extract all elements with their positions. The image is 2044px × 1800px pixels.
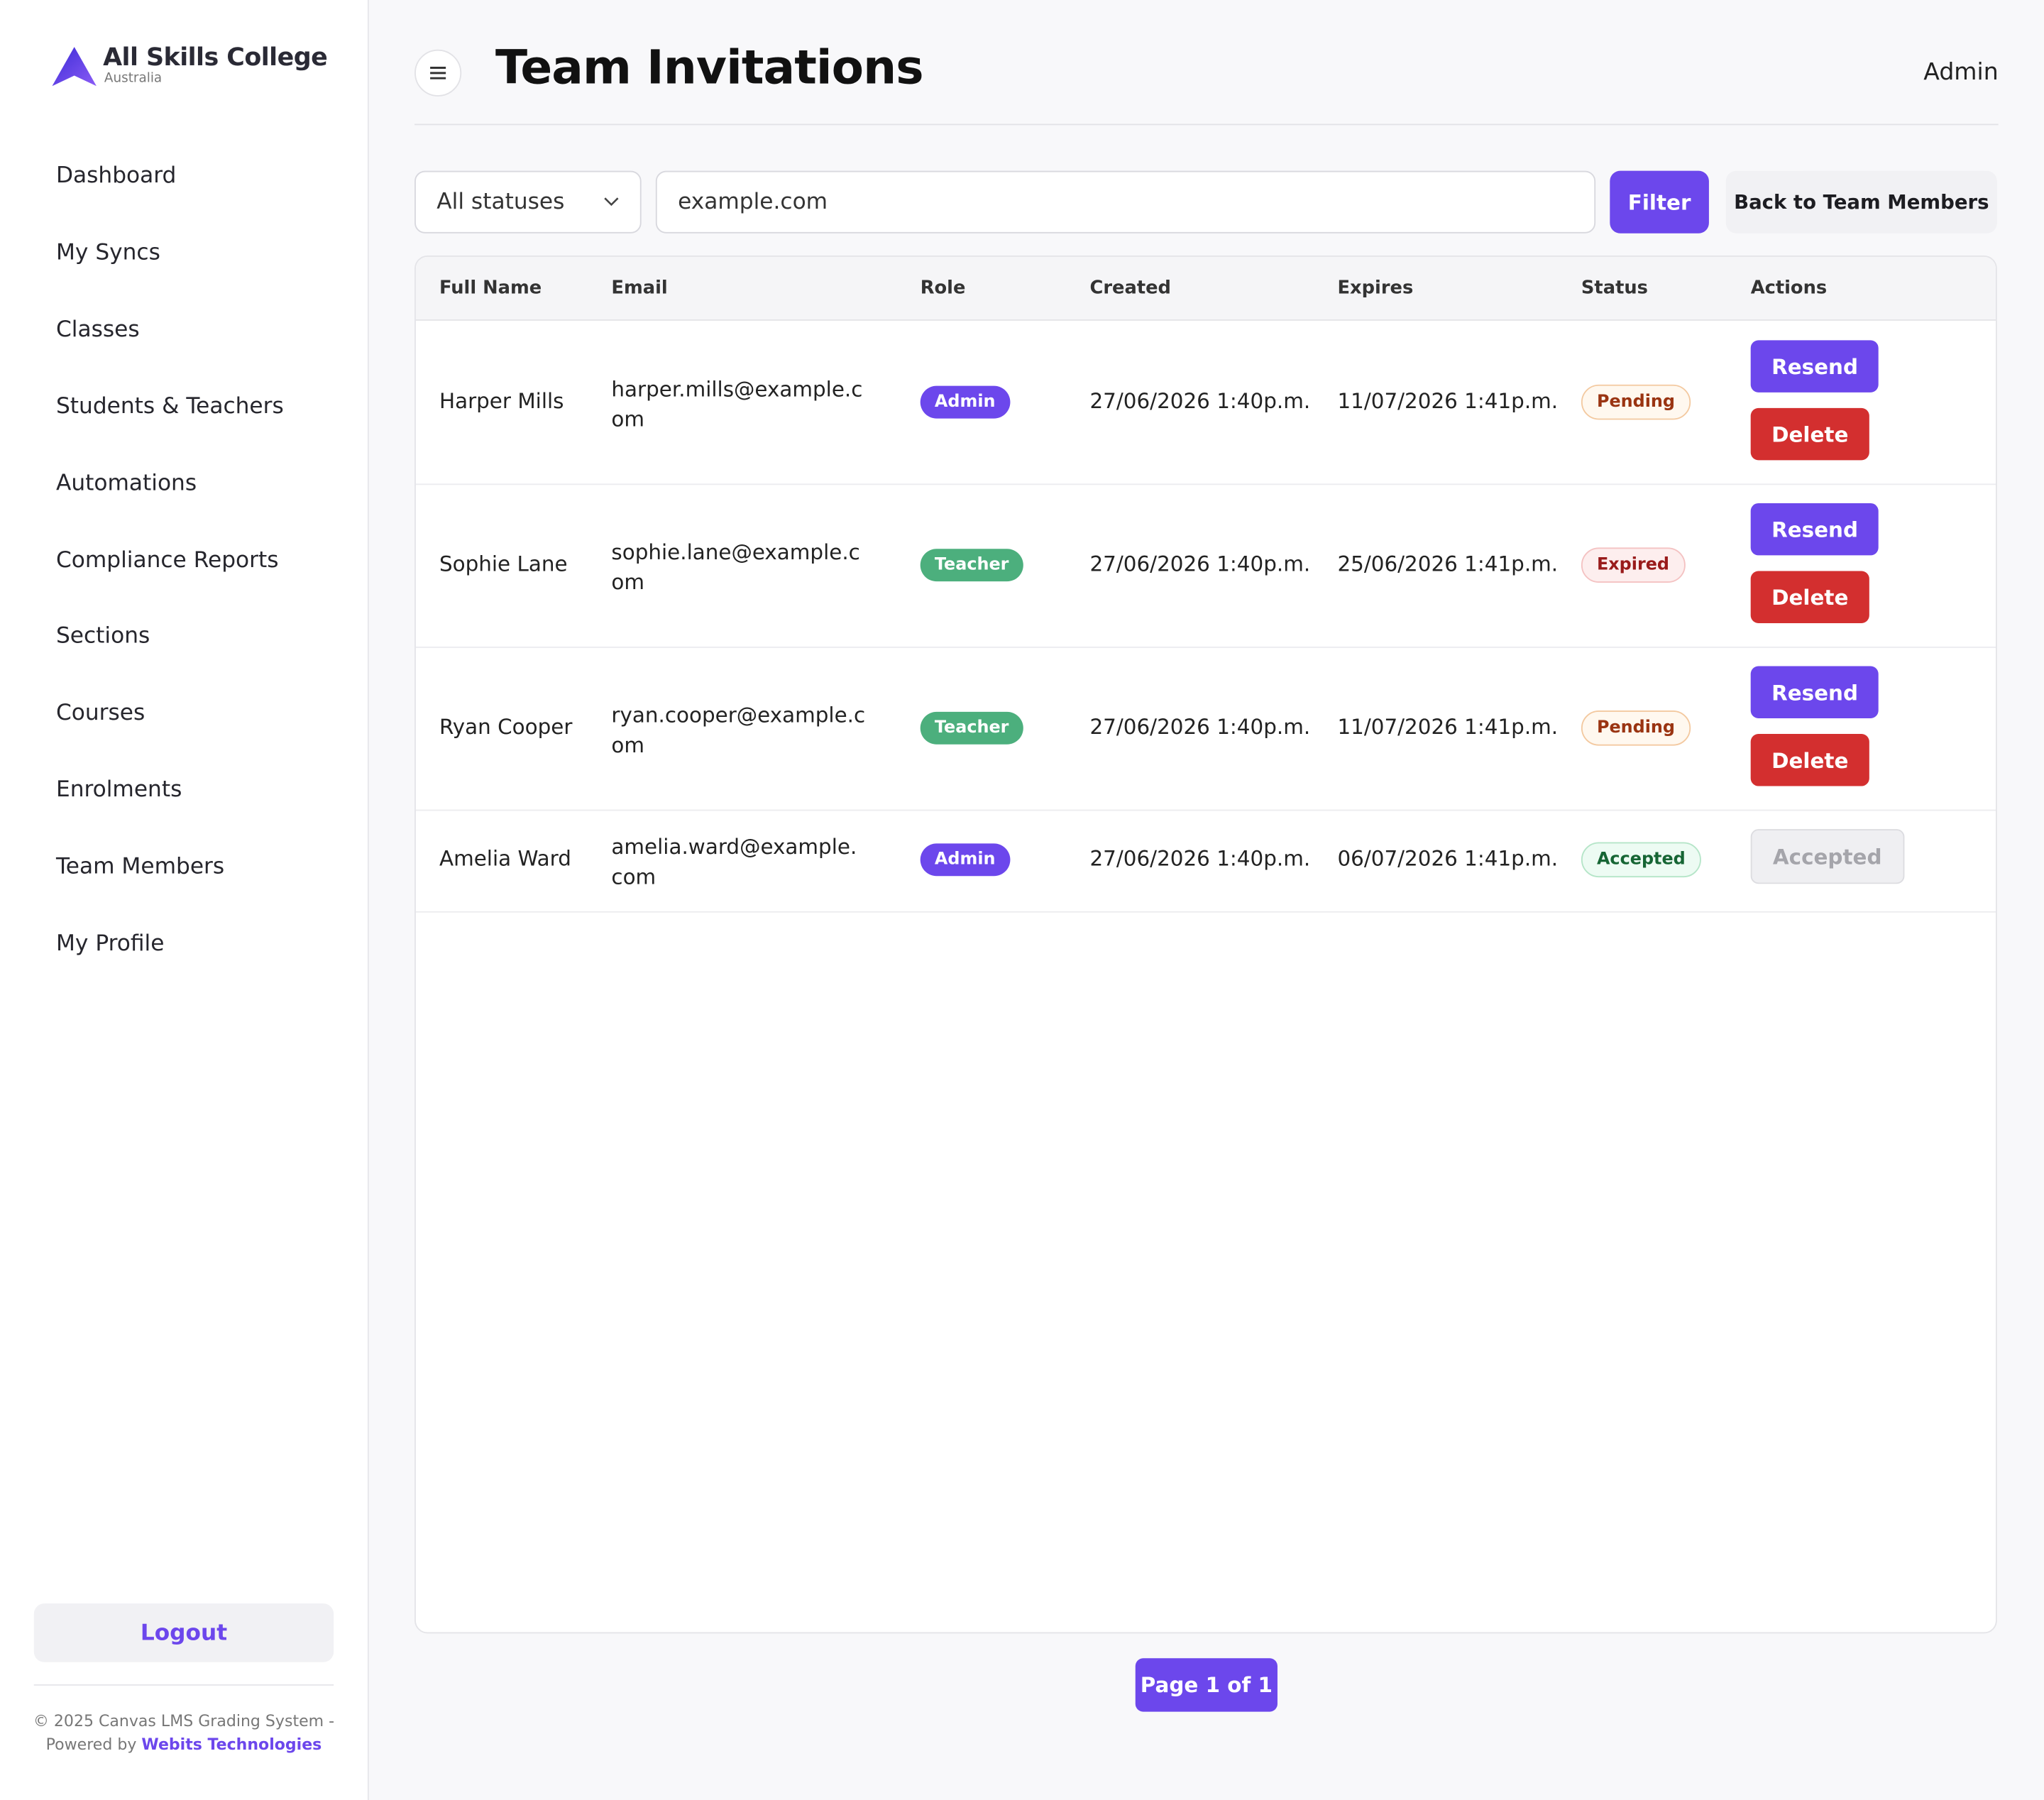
- column-header: Role: [920, 278, 966, 299]
- page-title: Team Invitations: [495, 41, 924, 96]
- nav-item[interactable]: Automations: [55, 470, 197, 497]
- nav-item[interactable]: Compliance Reports: [55, 547, 279, 574]
- nav-item[interactable]: My Syncs: [55, 239, 160, 266]
- logo: [52, 47, 97, 87]
- email: ryan.cooper@example.com: [611, 702, 866, 757]
- created: 27/06/2026 1:40p.m.: [1089, 388, 1311, 413]
- email: amelia.ward@example.com: [611, 834, 857, 889]
- full-name: Amelia Ward: [439, 846, 571, 871]
- role-badge: Teacher: [920, 710, 1023, 744]
- column-header: Status: [1581, 278, 1648, 299]
- table-row: Harper Mills harper.mills@example.com Admi…: [415, 321, 1996, 485]
- nav-item[interactable]: Classes: [55, 316, 140, 343]
- resend-button[interactable]: Resend: [1750, 503, 1879, 556]
- role-badge: Teacher: [920, 548, 1023, 581]
- email: sophie.lane@example.com: [611, 539, 860, 594]
- filter-button[interactable]: Filter: [1610, 170, 1709, 234]
- nav-item[interactable]: Students & Teachers: [55, 393, 284, 419]
- logout-button[interactable]: Logout: [33, 1603, 334, 1662]
- table-row: Amelia Ward amelia.ward@example.com Admin 2…: [415, 810, 1996, 913]
- menu-icon: [430, 67, 446, 79]
- delete-button[interactable]: Delete: [1750, 571, 1869, 623]
- delete-button[interactable]: Delete: [1750, 407, 1869, 461]
- table-header: Full Name Email Role Created Expires Status Ac…: [415, 256, 1996, 321]
- created: 27/06/2026 1:40p.m.: [1089, 551, 1311, 576]
- expires: 11/07/2026 1:41p.m.: [1337, 713, 1559, 739]
- email: harper.mills@example.com: [611, 375, 863, 432]
- status-badge: Pending: [1581, 383, 1691, 419]
- nav-item[interactable]: My Profile: [55, 931, 165, 957]
- input-value: example.com: [678, 189, 828, 216]
- full-name: Sophie Lane: [439, 551, 568, 576]
- select-value: All statuses: [436, 189, 565, 216]
- nav-item[interactable]: Sections: [55, 623, 150, 650]
- footer-link[interactable]: Webits Technologies: [141, 1735, 322, 1754]
- full-name: Harper Mills: [439, 388, 564, 413]
- resend-button[interactable]: Resend: [1750, 666, 1879, 719]
- nav-item[interactable]: Team Members: [55, 854, 225, 880]
- brand-sub: Australia: [104, 72, 163, 87]
- status-button: Accepted: [1750, 829, 1904, 884]
- nav-item[interactable]: Dashboard: [55, 163, 177, 190]
- pagination[interactable]: Page 1 of 1: [1135, 1658, 1278, 1712]
- role-badge: Admin: [920, 385, 1010, 418]
- table-row: Sophie Lane sophie.lane@example.com Teache…: [415, 483, 1996, 648]
- expires: 06/07/2026 1:41p.m.: [1337, 846, 1559, 871]
- column-header: Created: [1089, 278, 1171, 299]
- nav-item[interactable]: Courses: [55, 700, 145, 727]
- menu-button[interactable]: [414, 49, 462, 97]
- brand: All Skills College: [103, 43, 328, 72]
- divider: [414, 124, 1999, 126]
- table-row: Ryan Cooper ryan.cooper@example.com Teache…: [415, 647, 1996, 811]
- nav-item[interactable]: Enrolments: [55, 777, 182, 803]
- column-header: Email: [611, 278, 668, 299]
- status-badge: Expired: [1581, 547, 1686, 583]
- role-badge: Admin: [920, 843, 1010, 877]
- status-badge: Pending: [1581, 710, 1691, 745]
- footer: © 2025 Canvas LMS Grading System - Power…: [26, 1709, 341, 1756]
- invitations-table: Full Name Email Role Created Expires Status Ac…: [414, 255, 1997, 1634]
- user-name[interactable]: Admin: [1923, 58, 1999, 87]
- sidebar: All Skills College Australia Dashboard My…: [0, 0, 369, 1800]
- status-badge: Accepted: [1581, 842, 1701, 878]
- delete-button[interactable]: Delete: [1750, 734, 1869, 786]
- full-name: Ryan Cooper: [439, 713, 573, 739]
- status-select[interactable]: All statuses: [414, 170, 642, 234]
- divider: [33, 1684, 334, 1686]
- column-header: Full Name: [439, 278, 542, 299]
- back-button[interactable]: Back to Team Members: [1725, 170, 1997, 234]
- footer-text: © 2025 Canvas LMS Grading System - Power…: [33, 1711, 335, 1754]
- expires: 11/07/2026 1:41p.m.: [1337, 388, 1559, 413]
- created: 27/06/2026 1:40p.m.: [1089, 846, 1311, 871]
- resend-button[interactable]: Resend: [1750, 340, 1879, 393]
- expires: 25/06/2026 1:41p.m.: [1337, 551, 1559, 576]
- column-header: Actions: [1750, 278, 1828, 299]
- created: 27/06/2026 1:40p.m.: [1089, 713, 1311, 739]
- chevron: [604, 197, 619, 207]
- search-input[interactable]: example.com: [655, 170, 1596, 234]
- column-header: Expires: [1337, 278, 1414, 299]
